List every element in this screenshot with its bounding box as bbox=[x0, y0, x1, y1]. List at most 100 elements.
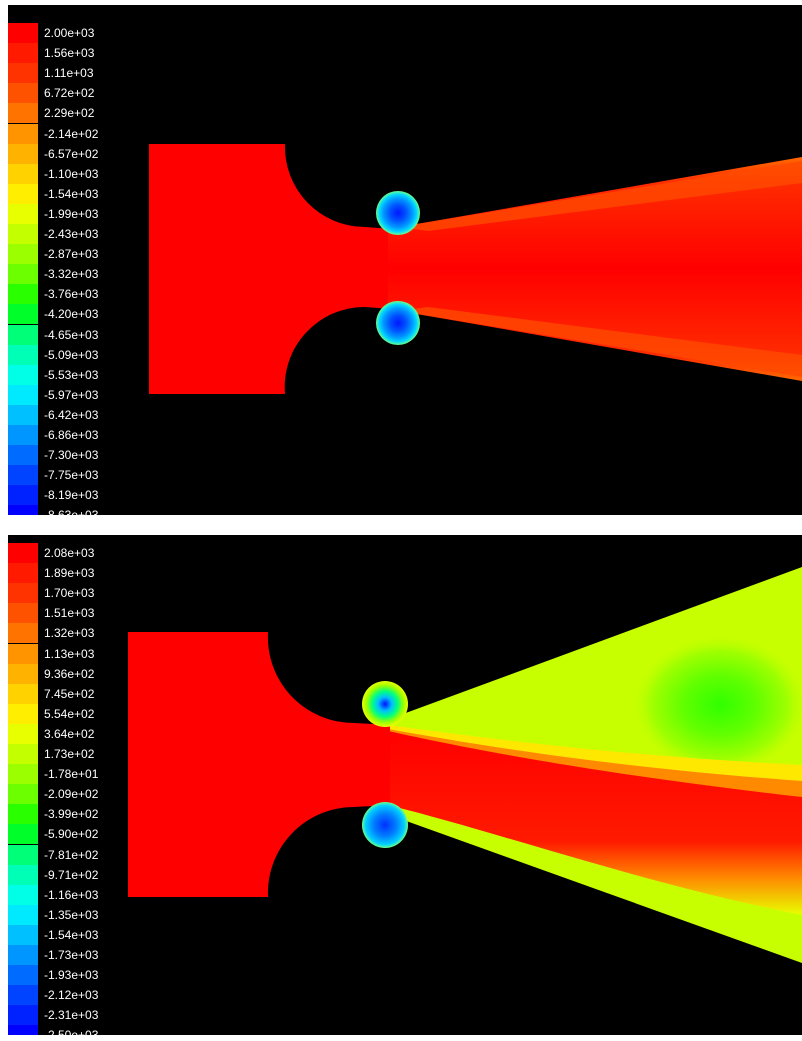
legend-swatch bbox=[8, 23, 38, 43]
legend-label: -6.57e+02 bbox=[44, 146, 99, 161]
legend-swatch bbox=[8, 83, 38, 104]
legend-swatch bbox=[8, 324, 38, 345]
legend-swatch bbox=[8, 703, 38, 724]
legend-entry: -8.19e+03 bbox=[8, 485, 158, 506]
legend-swatch bbox=[8, 183, 38, 204]
nozzle-body-bottom bbox=[128, 632, 390, 897]
legend-label: -1.16e+03 bbox=[44, 887, 99, 902]
legend-entry: -1.99e+03 bbox=[8, 203, 158, 224]
legend-entry: 1.70e+03 bbox=[8, 583, 158, 604]
legend-entry: -1.78e+01 bbox=[8, 764, 158, 785]
legend-label: -5.53e+03 bbox=[44, 367, 99, 382]
contour-panel-top: 2.00e+03 1.56e+03 1.11e+03 6.72e+02 2.29e+02… bbox=[8, 5, 802, 515]
legend-label: 1.32e+03 bbox=[44, 626, 95, 641]
legend-swatch bbox=[8, 945, 38, 965]
legend-label: 9.36e+02 bbox=[44, 666, 95, 681]
legend-label: -2.12e+03 bbox=[44, 988, 99, 1003]
legend-entry: 1.56e+03 bbox=[8, 43, 158, 64]
legend-swatch bbox=[8, 965, 38, 986]
legend-entry: 9.36e+02 bbox=[8, 663, 158, 684]
legend-label: -8.63e+03 bbox=[44, 508, 98, 515]
legend-swatch bbox=[8, 143, 38, 164]
color-legend-bottom: 2.08e+03 1.89e+03 1.70e+03 1.51e+03 1.32e+03… bbox=[8, 535, 158, 1035]
legend-entry: 1.51e+03 bbox=[8, 603, 158, 624]
legend-label: -3.76e+03 bbox=[44, 287, 99, 302]
legend-label: 1.89e+03 bbox=[44, 566, 95, 581]
legend-label: -6.86e+03 bbox=[44, 428, 99, 442]
legend-swatch bbox=[8, 203, 38, 224]
legend-swatch bbox=[8, 284, 38, 305]
legend-swatch bbox=[8, 985, 38, 1006]
legend-swatch bbox=[8, 824, 38, 845]
legend-swatch bbox=[8, 364, 38, 385]
legend-swatch bbox=[8, 784, 38, 805]
contour-field-bottom bbox=[128, 567, 802, 963]
legend-swatch bbox=[8, 904, 38, 925]
legend-swatch bbox=[8, 563, 38, 584]
nozzle-body-top bbox=[149, 144, 393, 394]
legend-entry: -3.76e+03 bbox=[8, 284, 158, 305]
vortex-lower-top bbox=[376, 301, 420, 345]
legend-swatch bbox=[8, 43, 38, 64]
legend-swatch bbox=[8, 1025, 38, 1035]
legend-entry: -5.97e+03 bbox=[8, 384, 158, 405]
legend-label: -4.20e+03 bbox=[44, 307, 99, 322]
legend-label: -2.50e+03 bbox=[44, 1028, 98, 1035]
legend-entry: 1.73e+02 bbox=[8, 744, 158, 764]
legend-swatch bbox=[8, 485, 38, 506]
legend-swatch bbox=[8, 63, 38, 84]
legend-label: -7.81e+02 bbox=[44, 847, 99, 862]
legend-label: 2.29e+02 bbox=[44, 106, 95, 121]
legend-label: -2.43e+03 bbox=[44, 227, 99, 241]
legend-swatch bbox=[8, 723, 38, 744]
legend-label: -3.99e+02 bbox=[44, 807, 99, 822]
legend-entry: -4.65e+03 bbox=[8, 324, 158, 345]
legend-swatch bbox=[8, 663, 38, 684]
legend-label: -3.32e+03 bbox=[44, 267, 99, 282]
legend-label: -5.09e+03 bbox=[44, 347, 99, 362]
legend-entry: 5.54e+02 bbox=[8, 703, 158, 724]
legend-entry: 7.45e+02 bbox=[8, 683, 158, 704]
shear-layer-upper-top bbox=[398, 161, 802, 231]
legend-entry: -1.54e+03 bbox=[8, 924, 158, 945]
legend-entry: -2.31e+03 bbox=[8, 1005, 158, 1026]
legend-entry: -6.86e+03 bbox=[8, 425, 158, 445]
legend-swatch bbox=[8, 623, 38, 644]
legend-entry: -1.16e+03 bbox=[8, 884, 158, 905]
legend-label: 1.70e+03 bbox=[44, 586, 95, 601]
legend-entry: 1.89e+03 bbox=[8, 563, 158, 584]
legend-entry: -6.42e+03 bbox=[8, 404, 158, 425]
legend-label: -7.75e+03 bbox=[44, 468, 99, 483]
legend-label: 2.00e+03 bbox=[44, 26, 95, 40]
legend-entry: -1.73e+03 bbox=[8, 945, 158, 965]
legend-label: -1.99e+03 bbox=[44, 206, 99, 221]
legend-entry: 6.72e+02 bbox=[8, 83, 158, 104]
legend-label: -1.54e+03 bbox=[44, 186, 99, 201]
legend-swatch bbox=[8, 244, 38, 265]
legend-swatch bbox=[8, 404, 38, 425]
legend-entry: 2.29e+02 bbox=[8, 103, 158, 124]
legend-swatch bbox=[8, 1005, 38, 1026]
shear-layer-lower-top bbox=[398, 307, 802, 377]
legend-label: -1.73e+03 bbox=[44, 948, 99, 962]
legend-label: -7.30e+03 bbox=[44, 448, 99, 463]
legend-swatch bbox=[8, 744, 38, 764]
legend-entry: -5.90e+02 bbox=[8, 824, 158, 845]
legend-entry: -4.20e+03 bbox=[8, 304, 158, 325]
legend-label: -1.54e+03 bbox=[44, 927, 99, 942]
legend-entry: -1.35e+03 bbox=[8, 904, 158, 925]
legend-label: -2.87e+03 bbox=[44, 247, 99, 262]
legend-swatch bbox=[8, 103, 38, 124]
legend-entry: -1.93e+03 bbox=[8, 965, 158, 986]
legend-label: -1.78e+01 bbox=[44, 767, 99, 782]
legend-swatch bbox=[8, 643, 38, 664]
contour-panel-bottom: 2.08e+03 1.89e+03 1.70e+03 1.51e+03 1.32e+03… bbox=[8, 535, 802, 1035]
legend-entry: -2.50e+03 bbox=[8, 1025, 158, 1035]
legend-swatch bbox=[8, 804, 38, 825]
legend-label: -4.65e+03 bbox=[44, 327, 99, 342]
legend-label: -1.93e+03 bbox=[44, 968, 99, 983]
legend-entry: -2.12e+03 bbox=[8, 985, 158, 1006]
legend-swatch bbox=[8, 884, 38, 905]
legend-entry: -3.99e+02 bbox=[8, 804, 158, 825]
vortex-upper-top bbox=[376, 191, 420, 235]
